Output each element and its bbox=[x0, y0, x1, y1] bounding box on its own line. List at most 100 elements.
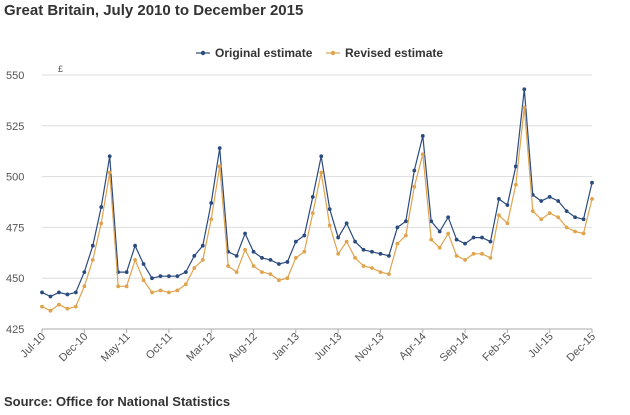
data-point bbox=[395, 225, 400, 230]
x-tick-label: Feb-15 bbox=[480, 331, 513, 364]
data-point bbox=[82, 270, 87, 275]
data-point bbox=[319, 154, 324, 159]
data-point bbox=[243, 247, 247, 252]
x-axis: Jul-10 Dec-10 May-11 Oct-11 Mar-12 Aug-12 Jan-… bbox=[18, 328, 598, 365]
data-point bbox=[99, 221, 104, 226]
data-point bbox=[200, 258, 205, 262]
data-point bbox=[564, 225, 569, 230]
data-point bbox=[471, 235, 476, 240]
series-revised-estimate bbox=[40, 105, 594, 313]
data-point bbox=[260, 255, 264, 260]
data-point bbox=[547, 195, 552, 199]
data-point bbox=[73, 304, 78, 309]
data-point bbox=[327, 223, 332, 228]
data-point bbox=[480, 251, 484, 256]
data-point bbox=[124, 270, 129, 275]
data-point bbox=[40, 290, 44, 295]
x-tick-label: Jun-13 bbox=[312, 331, 344, 363]
data-point bbox=[361, 264, 366, 268]
data-point bbox=[539, 217, 544, 222]
x-tick-label: Nov-13 bbox=[353, 331, 387, 365]
data-point bbox=[175, 274, 180, 279]
data-point bbox=[530, 209, 535, 214]
x-tick-label: May-11 bbox=[99, 331, 133, 365]
data-point bbox=[395, 241, 400, 246]
data-point bbox=[378, 270, 383, 275]
data-point bbox=[353, 255, 357, 260]
data-point bbox=[90, 243, 95, 248]
y-tick-label: 425 bbox=[6, 324, 24, 336]
legend-item: Revised estimate bbox=[326, 46, 443, 60]
data-point bbox=[73, 290, 78, 295]
data-point bbox=[387, 253, 391, 258]
data-point bbox=[57, 302, 61, 307]
data-point bbox=[336, 251, 341, 256]
data-point bbox=[454, 253, 459, 258]
data-point bbox=[40, 304, 44, 309]
data-point bbox=[277, 262, 281, 266]
data-point bbox=[522, 87, 527, 92]
data-point bbox=[497, 197, 501, 201]
data-point bbox=[133, 243, 137, 248]
data-point bbox=[505, 221, 510, 226]
data-point bbox=[556, 199, 561, 203]
data-point bbox=[268, 258, 273, 262]
data-point bbox=[429, 219, 434, 224]
data-point bbox=[167, 290, 171, 295]
data-point bbox=[302, 249, 307, 254]
data-point bbox=[48, 294, 53, 299]
data-point bbox=[370, 249, 374, 254]
data-point bbox=[192, 253, 197, 258]
data-point bbox=[82, 284, 87, 289]
x-tick-label: Jul-15 bbox=[526, 331, 556, 361]
data-point bbox=[158, 288, 163, 293]
data-point bbox=[217, 164, 222, 169]
data-point bbox=[277, 278, 281, 283]
data-point bbox=[192, 266, 197, 270]
data-point bbox=[65, 306, 70, 311]
data-point bbox=[200, 243, 205, 248]
data-point bbox=[90, 258, 95, 262]
data-point bbox=[505, 203, 510, 207]
series-layer bbox=[40, 87, 594, 313]
y-axis-unit-label: £ bbox=[58, 64, 63, 74]
data-point bbox=[429, 237, 434, 242]
data-point bbox=[327, 207, 332, 212]
y-tick-label: 475 bbox=[6, 222, 24, 234]
data-point bbox=[539, 199, 544, 203]
data-point bbox=[446, 215, 451, 220]
data-point bbox=[209, 217, 214, 222]
data-point bbox=[488, 239, 493, 244]
x-tick-label: Oct-11 bbox=[144, 331, 175, 362]
data-point bbox=[581, 217, 586, 222]
data-point bbox=[378, 251, 383, 256]
data-point bbox=[573, 229, 577, 234]
data-point bbox=[310, 211, 315, 216]
data-point bbox=[412, 184, 417, 189]
data-point bbox=[353, 239, 357, 244]
x-tick-label: Dec-10 bbox=[57, 331, 91, 365]
data-point bbox=[522, 105, 527, 110]
x-tick-label: Apr-14 bbox=[397, 331, 429, 363]
data-point bbox=[488, 255, 493, 260]
data-point bbox=[234, 253, 239, 258]
x-tick-label: Sep-14 bbox=[438, 331, 472, 365]
data-point bbox=[285, 260, 290, 264]
data-point bbox=[251, 264, 256, 268]
y-axis: 425 450 475 500 525 550 bbox=[6, 70, 24, 336]
data-point bbox=[463, 241, 467, 246]
data-point bbox=[310, 195, 315, 199]
data-point bbox=[556, 215, 561, 220]
x-tick-label: Jan-13 bbox=[270, 331, 302, 363]
data-point bbox=[65, 292, 70, 297]
data-point bbox=[446, 231, 451, 236]
data-point bbox=[319, 170, 324, 175]
data-point bbox=[57, 290, 61, 295]
data-point bbox=[344, 239, 349, 244]
data-point bbox=[133, 258, 137, 262]
data-point bbox=[243, 231, 247, 236]
data-point bbox=[412, 168, 417, 173]
data-point bbox=[480, 235, 484, 240]
series-line bbox=[41, 107, 593, 312]
data-point bbox=[150, 290, 154, 295]
